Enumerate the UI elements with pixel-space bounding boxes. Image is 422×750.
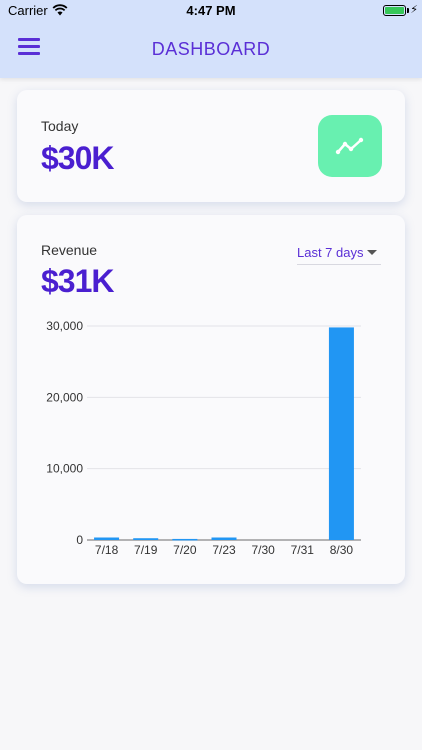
y-tick-label: 20,000: [46, 390, 83, 404]
chart-bar: [133, 538, 159, 540]
y-tick-label: 30,000: [46, 319, 83, 333]
today-card: Today $30K: [17, 90, 405, 202]
caret-down-icon: [367, 250, 377, 255]
trend-button[interactable]: [318, 115, 382, 177]
chart-bar: [172, 538, 198, 541]
chart-bar: [211, 537, 237, 540]
header-band: [0, 0, 422, 78]
revenue-card: Revenue $31K Last 7 days 30,000 20,000 10,…: [17, 215, 405, 584]
battery-icon: [383, 5, 406, 16]
hamburger-icon[interactable]: [18, 38, 40, 58]
x-tick-label: 7/18: [95, 543, 119, 557]
trend-line-icon: [335, 137, 364, 155]
x-tick-label: 7/20: [173, 543, 197, 557]
x-tick-label: 7/30: [251, 543, 275, 557]
chart-bar: [328, 327, 354, 540]
x-tick-label: 7/31: [291, 543, 315, 557]
x-tick-label: 7/19: [134, 543, 158, 557]
navbar: DASHBOARD: [0, 22, 422, 78]
x-tick-label: 7/23: [212, 543, 236, 557]
range-dropdown[interactable]: Last 7 days: [297, 243, 381, 265]
page-title: DASHBOARD: [151, 39, 271, 59]
y-tick-label: 0: [76, 533, 83, 547]
y-tick-label: 10,000: [46, 462, 83, 476]
clock: 4:47 PM: [186, 3, 236, 18]
status-bar: Carrier 4:47 PM ⚡: [0, 0, 422, 22]
today-value: $30K: [41, 140, 114, 176]
revenue-value: $31K: [41, 263, 114, 299]
range-label: Last 7 days: [297, 245, 364, 260]
battery-cap: [407, 8, 409, 13]
x-tick-label: 8/30: [330, 543, 354, 557]
revenue-chart: 30,000 20,000 10,000 0 7/18 7/19 7/20 7/23 7/30 7…: [46, 319, 361, 557]
wifi-icon: [52, 4, 68, 16]
chart-bar: [94, 537, 120, 540]
carrier-label: Carrier: [8, 3, 48, 18]
charging-icon: ⚡: [410, 4, 418, 16]
revenue-label: Revenue: [41, 242, 98, 258]
today-label: Today: [41, 118, 79, 134]
